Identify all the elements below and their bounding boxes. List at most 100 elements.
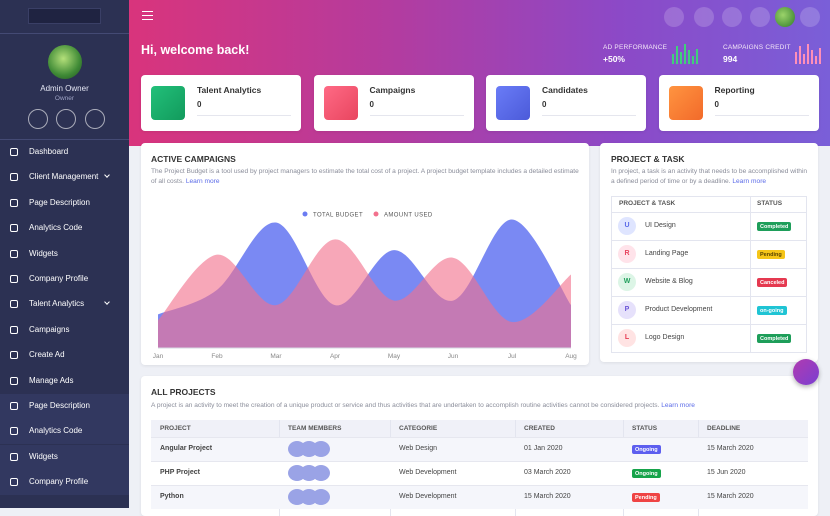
menu-icon xyxy=(10,148,18,156)
cell: Web Development xyxy=(399,493,457,500)
row-divider xyxy=(611,212,807,213)
sidebar-divider xyxy=(0,139,129,140)
status-badge: on-going xyxy=(757,306,787,315)
table-header: STATUS xyxy=(632,425,658,432)
campaigns-panel: ACTIVE CAMPAIGNS The Project Budget is a… xyxy=(141,143,589,365)
table-header: TEAM MEMBERS xyxy=(288,425,342,432)
profile-button[interactable] xyxy=(56,109,76,129)
table-header: PROJECT & TASK xyxy=(619,200,676,207)
panel-description: A project is an activity to meet the cre… xyxy=(151,401,811,411)
menu-item[interactable]: Dashboard xyxy=(29,147,69,156)
menu-item[interactable]: Manage Ads xyxy=(29,375,74,385)
task-name: Website & Blog xyxy=(645,278,693,285)
floating-button[interactable] xyxy=(793,359,819,385)
menu-item[interactable]: Widgets xyxy=(29,248,58,258)
cell: Web Design xyxy=(399,445,438,452)
status-badge: Completed xyxy=(757,222,792,231)
menu-item[interactable]: Page Description xyxy=(29,197,90,207)
menu-bg xyxy=(0,394,129,419)
menu-item[interactable]: Client Management xyxy=(29,172,99,182)
learn-more-link[interactable]: Learn more xyxy=(661,402,695,409)
card-line xyxy=(369,115,464,116)
row-bg xyxy=(151,437,808,461)
options-button[interactable] xyxy=(800,7,820,27)
profile-name: Admin Owner xyxy=(40,84,89,93)
row-divider xyxy=(611,268,807,269)
all-projects-panel: ALL PROJECTS A project is an activity to… xyxy=(141,376,818,516)
card-title: Reporting xyxy=(714,85,755,95)
task-name: Landing Page xyxy=(645,250,689,257)
logo xyxy=(28,8,101,24)
chevron xyxy=(104,299,110,306)
user-avatar[interactable] xyxy=(775,7,795,27)
table-header: STATUS xyxy=(757,200,783,207)
avatar-initial: P xyxy=(618,301,636,319)
cell: Web Development xyxy=(399,469,457,476)
menu-item[interactable]: Campaigns xyxy=(29,324,70,334)
row-divider xyxy=(611,240,807,241)
menu-toggle[interactable] xyxy=(142,11,153,20)
learn-more-link[interactable]: Learn more xyxy=(732,178,767,185)
card-title: Candidates xyxy=(542,85,588,95)
card-line xyxy=(197,115,291,116)
panel-description: The Project Budget is a tool used by pro… xyxy=(151,167,581,187)
menu-icon xyxy=(10,325,18,334)
menu-icon xyxy=(10,300,18,309)
cell: 15 March 2020 xyxy=(707,493,754,500)
menu-item[interactable]: Company Profile xyxy=(29,274,89,283)
logout-button[interactable] xyxy=(85,109,105,129)
notification-button[interactable] xyxy=(750,7,770,27)
menu-item[interactable]: Widgets xyxy=(29,451,58,461)
team-member xyxy=(312,489,330,505)
task-name: Logo Design xyxy=(645,334,685,341)
card-icon xyxy=(668,86,703,120)
greeting: Hi, welcome back! xyxy=(141,43,250,57)
table-header: CREATED xyxy=(524,425,555,432)
avatar-initial: R xyxy=(618,245,636,263)
menu-item[interactable]: Company Profile xyxy=(29,477,89,487)
menu-bg xyxy=(0,419,129,445)
sidebar: Admin Owner Owner Dashboard Client Manage… xyxy=(0,0,129,508)
task-name: Product Development xyxy=(645,306,713,313)
team-member xyxy=(312,465,330,481)
stat-card: Candidates 0 xyxy=(486,75,646,131)
panel-title: ALL PROJECTS xyxy=(151,387,216,397)
card-title: Campaigns xyxy=(369,85,416,95)
avatar-initial: L xyxy=(618,329,636,347)
card-value: 0 xyxy=(714,100,719,109)
menu-item[interactable]: Talent Analytics xyxy=(29,299,85,309)
fullscreen-button[interactable] xyxy=(694,7,714,27)
menu-item[interactable]: Create Ad xyxy=(29,350,65,360)
sidebar-divider xyxy=(0,33,129,34)
table xyxy=(611,196,807,353)
menu-icon xyxy=(10,376,18,385)
menu-item[interactable]: Page Description xyxy=(29,401,90,410)
learn-more-link[interactable]: Learn more xyxy=(185,178,220,185)
settings-button[interactable] xyxy=(28,109,48,129)
status-badge: Ongoing xyxy=(632,445,661,454)
row-bg xyxy=(151,485,808,509)
stat-label: AD PERFORMANCE xyxy=(603,44,668,51)
menu-item[interactable]: Analytics Code xyxy=(29,426,83,436)
menu-icon xyxy=(10,351,18,360)
task-name: UI Design xyxy=(645,222,676,229)
menu-icon xyxy=(10,402,18,410)
cell: Python xyxy=(160,493,184,500)
card-icon xyxy=(323,86,358,120)
search-button[interactable] xyxy=(664,7,684,27)
card-icon xyxy=(496,86,530,120)
stat-value: 994 xyxy=(723,54,738,64)
status-badge: Canceled xyxy=(757,278,788,287)
menu-item[interactable]: Analytics Code xyxy=(29,223,83,233)
menu-icon xyxy=(10,427,18,436)
description-text: In project, a task is an activity that n… xyxy=(611,168,808,185)
description-text: A project is an activity to meet the cre… xyxy=(151,402,660,409)
menu-icon xyxy=(10,249,18,258)
description-text: The Project Budget is a tool used by pro… xyxy=(151,168,579,185)
row-divider xyxy=(611,296,807,297)
table-header: DEADLINE xyxy=(707,425,741,432)
mail-button[interactable] xyxy=(722,7,742,27)
profile-avatar xyxy=(48,45,82,79)
table-header-bg xyxy=(151,420,808,437)
